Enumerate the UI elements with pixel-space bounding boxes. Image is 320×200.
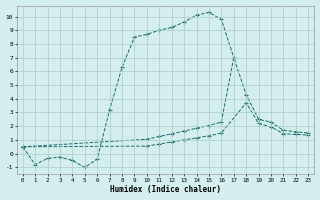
X-axis label: Humidex (Indice chaleur): Humidex (Indice chaleur) — [110, 185, 221, 194]
